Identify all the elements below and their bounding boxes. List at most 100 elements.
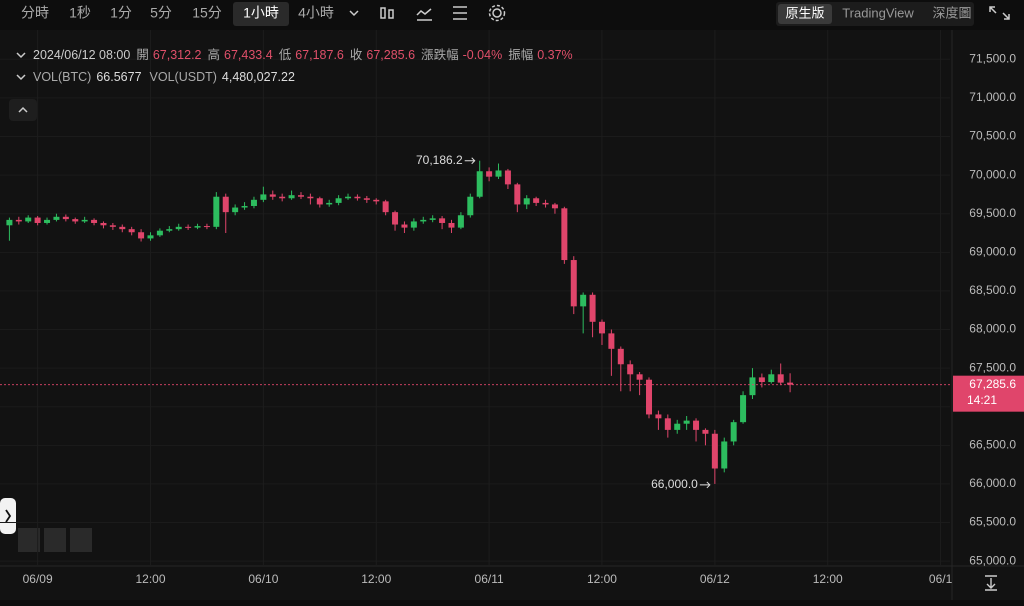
y-tick-label: 70,000.0 <box>969 167 1016 181</box>
candle-body <box>203 226 210 228</box>
low-arrow <box>699 481 711 489</box>
candle-style-icon[interactable] <box>380 7 386 19</box>
info-label: 低 <box>279 48 292 62</box>
last-price-box <box>953 375 1024 412</box>
view-selected[interactable] <box>778 4 832 24</box>
candle-body <box>194 226 201 228</box>
indicator-icon[interactable] <box>416 8 432 21</box>
candle-body <box>6 219 13 226</box>
candle-style-icon[interactable] <box>388 9 394 19</box>
candle-body <box>326 202 333 205</box>
toolbar-icons[interactable] <box>16 4 1010 81</box>
candle-body <box>62 216 69 220</box>
x-tick-label: 06/11 <box>475 572 504 586</box>
chart-background <box>0 30 1024 600</box>
interval-button[interactable]: 5分 <box>150 5 172 21</box>
candle-body <box>740 395 747 423</box>
view-button[interactable]: 深度圖 <box>932 5 971 20</box>
candle-body <box>222 196 229 213</box>
candle-body <box>100 222 107 226</box>
candle-body <box>646 379 653 415</box>
candle-body <box>279 196 286 199</box>
candle-body <box>693 420 700 430</box>
candle-body <box>429 218 436 220</box>
candle-body <box>627 364 634 375</box>
candle-body <box>345 196 352 199</box>
candle-body <box>495 170 502 177</box>
interval-button[interactable]: 1秒 <box>69 5 91 21</box>
candle-body <box>664 418 671 430</box>
view-button[interactable]: 原生版 <box>785 5 824 20</box>
candle-body <box>777 374 784 383</box>
info-value: -0.04% <box>463 48 503 62</box>
low-label: 66,000.0 <box>651 477 698 491</box>
info-value: 67,187.6 <box>295 48 344 62</box>
candle-body <box>523 198 530 205</box>
candle-body <box>354 196 361 199</box>
candle-body <box>504 170 511 185</box>
candle-body <box>25 217 32 222</box>
interval-button[interactable]: 1小時 <box>243 5 279 21</box>
x-tick-label: 12:00 <box>813 572 843 586</box>
interval-button[interactable]: 15分 <box>192 5 222 21</box>
candle-body <box>109 225 116 227</box>
volume-value: 4,480,027.22 <box>222 70 295 84</box>
settings-icon-ring[interactable] <box>488 4 506 22</box>
high-label: 70,186.2 <box>416 153 463 167</box>
countdown-label: 14:21 <box>967 393 997 407</box>
candle-body <box>91 219 98 223</box>
candle-body <box>335 198 342 203</box>
candle-body <box>15 219 22 222</box>
settings-list-icon[interactable] <box>453 6 467 20</box>
candle-body <box>72 219 79 222</box>
settings-icon[interactable] <box>492 8 502 18</box>
candle-body <box>119 226 126 230</box>
interval-selected[interactable] <box>233 2 289 26</box>
y-tick-label: 65,000.0 <box>969 553 1016 567</box>
candle-body <box>542 202 549 205</box>
y-tick-label: 67,500.0 <box>969 360 1016 374</box>
y-tick-label: 66,000.0 <box>969 476 1016 490</box>
candle-body <box>147 235 154 239</box>
candle-body <box>608 333 615 349</box>
collapse-button[interactable] <box>9 99 37 121</box>
axis-reset-icon[interactable] <box>985 575 997 591</box>
side-panel-handle[interactable] <box>0 498 16 534</box>
info-value: 0.37% <box>537 48 572 62</box>
candle-body <box>617 348 624 365</box>
candle-body <box>448 222 455 228</box>
view-button[interactable]: TradingView <box>842 5 914 20</box>
x-tick-label: 12:00 <box>587 572 617 586</box>
candle-body <box>213 196 220 227</box>
interval-button[interactable]: 1分 <box>110 5 132 21</box>
candle-body <box>260 194 267 200</box>
collapse-arrows[interactable] <box>16 52 26 81</box>
info-label: 漲跌幅 <box>421 47 459 62</box>
fullscreen-icon[interactable] <box>989 6 1010 20</box>
volume-value: 66.5677 <box>96 70 141 84</box>
candle-body <box>636 374 643 380</box>
candle-body <box>382 201 389 213</box>
interval-button[interactable]: 4小時 <box>298 5 334 21</box>
x-tick-label: 12:00 <box>361 572 391 586</box>
x-tick-label: 06/10 <box>248 572 278 586</box>
y-tick-label: 71,500.0 <box>969 51 1016 65</box>
interval-dropdown[interactable] <box>349 10 359 17</box>
candle-body <box>787 382 794 385</box>
info-label: 收 <box>350 48 363 62</box>
candle-body <box>551 204 558 209</box>
candle-body <box>598 321 605 334</box>
y-tick-label: 71,000.0 <box>969 90 1016 104</box>
candle-body <box>392 212 399 225</box>
interval-button[interactable]: 分時 <box>21 5 49 21</box>
candle-body <box>185 226 192 228</box>
last-price-label: 67,285.6 <box>969 377 1016 391</box>
y-tick-label: 68,000.0 <box>969 322 1016 336</box>
candle-body <box>410 221 417 228</box>
plot <box>0 30 950 566</box>
candle-body <box>570 260 577 307</box>
candle-body <box>81 219 88 222</box>
y-tick-label: 69,500.0 <box>969 206 1016 220</box>
candle-body <box>711 433 718 469</box>
